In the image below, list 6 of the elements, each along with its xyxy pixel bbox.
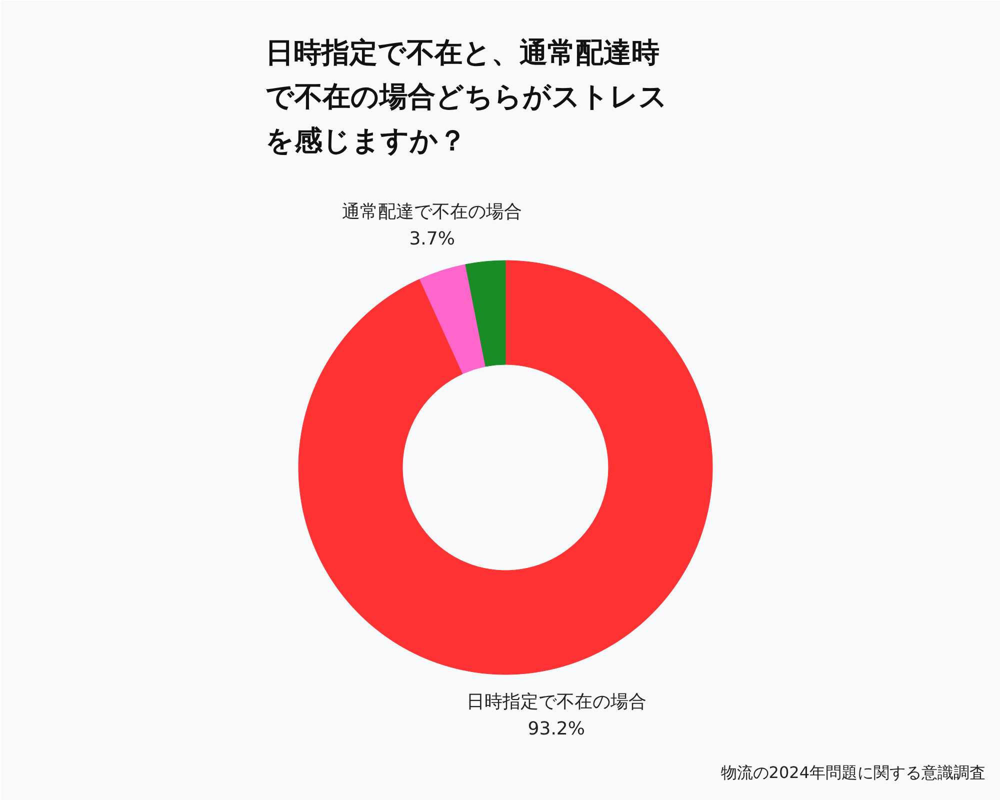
data-label: 93.2% [528, 718, 585, 740]
text: 物流の2024年問題に関する意識調査 [720, 763, 986, 782]
slice-label: 通常配達で不在の場合 [342, 202, 522, 223]
slice-label: 日時指定で不在の場合 [466, 692, 646, 713]
chart-title: 日時指定で不在と、通常配達時で不在の場合どちらがストレスを感じますか？ [266, 36, 668, 157]
data-label: 3.7% [409, 228, 455, 250]
